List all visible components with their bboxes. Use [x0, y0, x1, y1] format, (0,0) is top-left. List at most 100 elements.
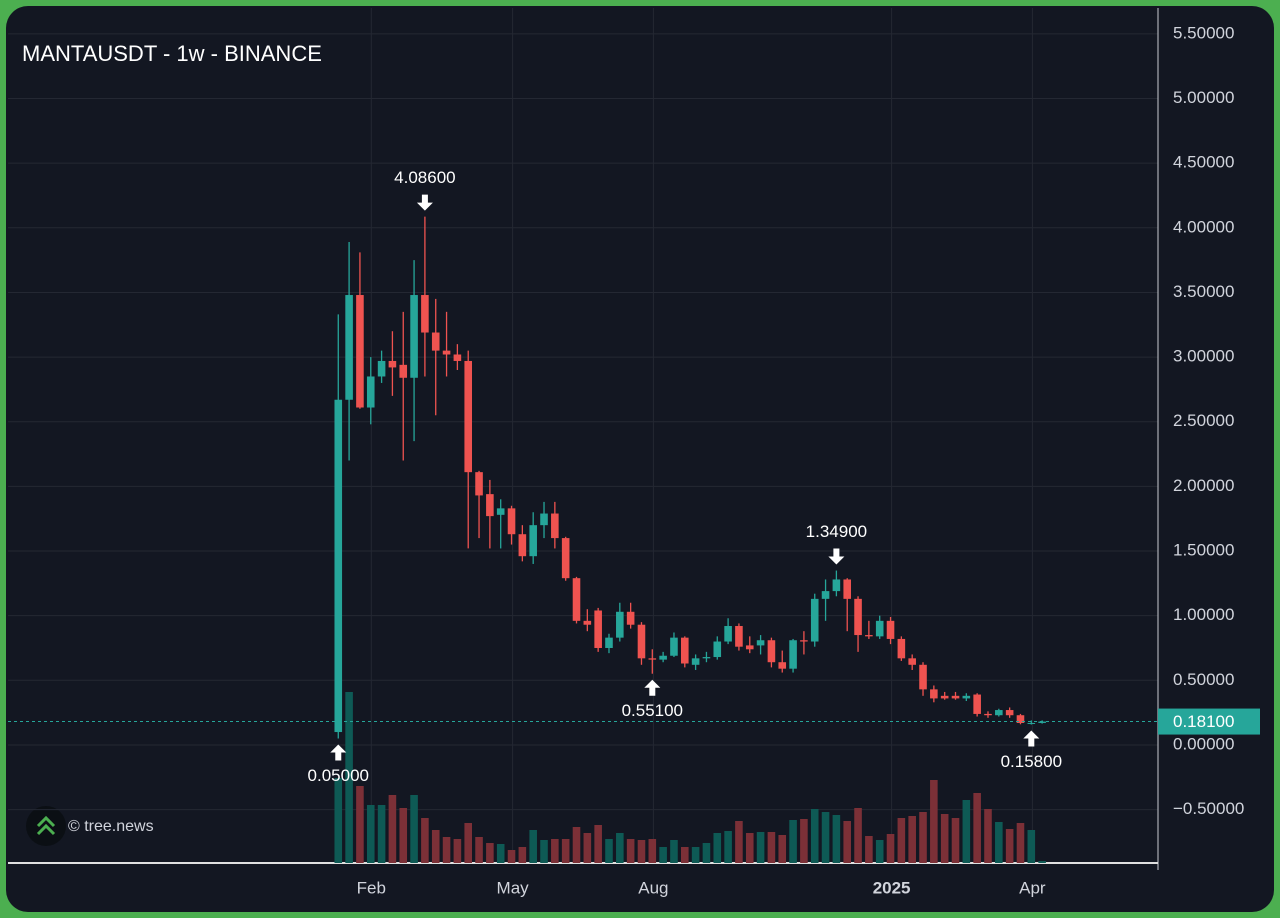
volume-bar [702, 843, 711, 863]
candle-body [702, 657, 711, 659]
candle-body [561, 538, 570, 579]
annotation-arrow [1023, 730, 1040, 747]
annotation-arrow [416, 194, 433, 211]
volume-bar [399, 808, 408, 863]
candle-body [572, 578, 581, 621]
candle-body [789, 640, 797, 669]
candle-body [670, 637, 678, 656]
volume-bar [865, 836, 873, 863]
candle-body [540, 513, 548, 526]
candle-body [951, 695, 960, 699]
y-tick-label: 5.00000 [1173, 88, 1234, 107]
volume-bar [800, 819, 808, 863]
volume-bar [680, 847, 689, 863]
logo-icon [36, 815, 56, 836]
candle-body [518, 534, 527, 557]
volume-bar [561, 839, 570, 863]
volume-bar [496, 844, 505, 863]
volume-bar [962, 800, 971, 863]
volume-bar [377, 805, 386, 863]
y-tick-label: 0.00000 [1173, 734, 1234, 753]
candle-body [886, 620, 895, 639]
candle-body [605, 637, 613, 648]
volume-bar [616, 833, 624, 863]
candle-body [756, 640, 765, 646]
volume-bar [1005, 829, 1014, 863]
volume-bar [572, 827, 581, 863]
volume-bar [1016, 823, 1025, 863]
candle-body [800, 640, 808, 642]
y-tick-label: 4.50000 [1173, 153, 1234, 172]
volume-bar [518, 847, 527, 863]
volume-bar [637, 840, 646, 863]
candle-body [366, 376, 375, 408]
candle-body [496, 508, 505, 515]
volume-bar [594, 825, 602, 863]
volume-bar [745, 833, 754, 863]
y-tick-label: 4.00000 [1173, 217, 1234, 236]
volume-bar [767, 832, 776, 863]
candle-body [410, 295, 418, 378]
candle-body [930, 689, 938, 699]
candle-body [388, 360, 397, 368]
candle-body [594, 610, 602, 648]
volume-bar [810, 809, 819, 863]
chart-background [6, 6, 1274, 912]
x-tick-label: Feb [357, 878, 386, 897]
y-tick-label: 2.00000 [1173, 476, 1234, 495]
y-tick-label: 3.50000 [1173, 282, 1234, 301]
candle-body [973, 694, 981, 714]
candle-body [680, 637, 689, 664]
volume-bar [973, 793, 981, 863]
candle-body [356, 295, 364, 408]
candle-body [1027, 722, 1036, 724]
volume-bar [356, 786, 364, 863]
candle-body [919, 664, 927, 690]
candle-body [442, 350, 451, 355]
volume-bar [735, 821, 743, 863]
candle-body [486, 494, 494, 517]
candle-body [691, 658, 700, 665]
volume-bar [421, 818, 429, 863]
candle-body [464, 360, 473, 473]
candle-body [724, 626, 732, 642]
candle-body [865, 635, 873, 637]
y-tick-label: −0.50000 [1173, 799, 1244, 818]
volume-bar [583, 833, 592, 863]
y-tick-label: 2.50000 [1173, 411, 1234, 430]
volume-bar [540, 840, 548, 863]
volume-bar [442, 837, 451, 863]
candle-body [908, 658, 916, 665]
volume-bar [366, 805, 375, 863]
candle-body [616, 611, 624, 638]
annotation-arrow [828, 548, 845, 565]
candle-body [637, 624, 646, 659]
volume-bar [388, 795, 397, 863]
candle-body [995, 710, 1003, 716]
volume-bar [345, 692, 353, 863]
candle-body [583, 620, 592, 625]
candle-body [507, 508, 516, 535]
volume-bar [875, 840, 884, 863]
volume-bar [464, 823, 473, 863]
watermark: © tree.news [68, 818, 154, 835]
annotation-label: 0.55100 [622, 701, 683, 720]
candle-body [745, 645, 754, 650]
candle-body [529, 525, 537, 557]
volume-bar [713, 833, 722, 863]
volume-bar [691, 847, 700, 863]
volume-bar [648, 839, 657, 863]
candle-body [626, 611, 635, 625]
annotation-label: 0.05000 [308, 766, 369, 785]
candle-body [453, 354, 462, 361]
volume-bar [897, 818, 906, 863]
annotation-label: 1.34900 [806, 522, 867, 541]
volume-bar [789, 820, 797, 863]
volume-bar [670, 840, 678, 863]
volume-bar [605, 839, 613, 863]
volume-bar [930, 780, 938, 863]
volume-bar [756, 832, 765, 863]
candle-body [778, 662, 787, 669]
